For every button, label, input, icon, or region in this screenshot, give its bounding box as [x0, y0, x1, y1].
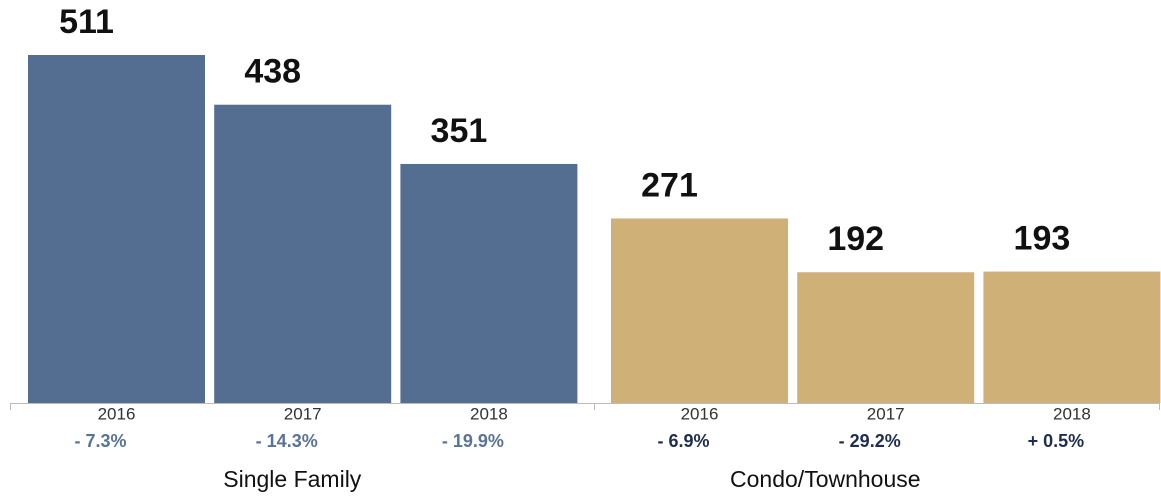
bar	[28, 55, 205, 403]
change-label: - 6.9%	[657, 431, 709, 451]
value-label: 192	[827, 220, 884, 258]
change-label: - 7.3%	[74, 431, 126, 451]
change-label: - 14.3%	[256, 431, 318, 451]
change-label: - 29.2%	[839, 431, 901, 451]
group-label: Condo/Townhouse	[730, 466, 921, 492]
x-tick-label: 2018	[1053, 404, 1091, 423]
value-label: 351	[431, 112, 488, 150]
value-label: 193	[1014, 220, 1071, 258]
value-label: 511	[59, 3, 114, 41]
value-label: 438	[244, 53, 301, 91]
bar	[214, 104, 392, 403]
bar	[400, 163, 578, 403]
change-label: - 19.9%	[442, 431, 504, 451]
x-tick-label: 2017	[284, 404, 322, 423]
x-tick-label: 2016	[98, 404, 136, 423]
group-label: Single Family	[223, 466, 362, 492]
x-tick-label: 2017	[867, 404, 905, 423]
bar	[983, 271, 1161, 403]
bar	[611, 218, 788, 403]
bar	[797, 272, 975, 403]
value-label: 271	[641, 166, 698, 204]
x-tick-label: 2018	[470, 404, 508, 423]
change-label: + 0.5%	[1028, 431, 1085, 451]
x-tick-label: 2016	[681, 404, 719, 423]
